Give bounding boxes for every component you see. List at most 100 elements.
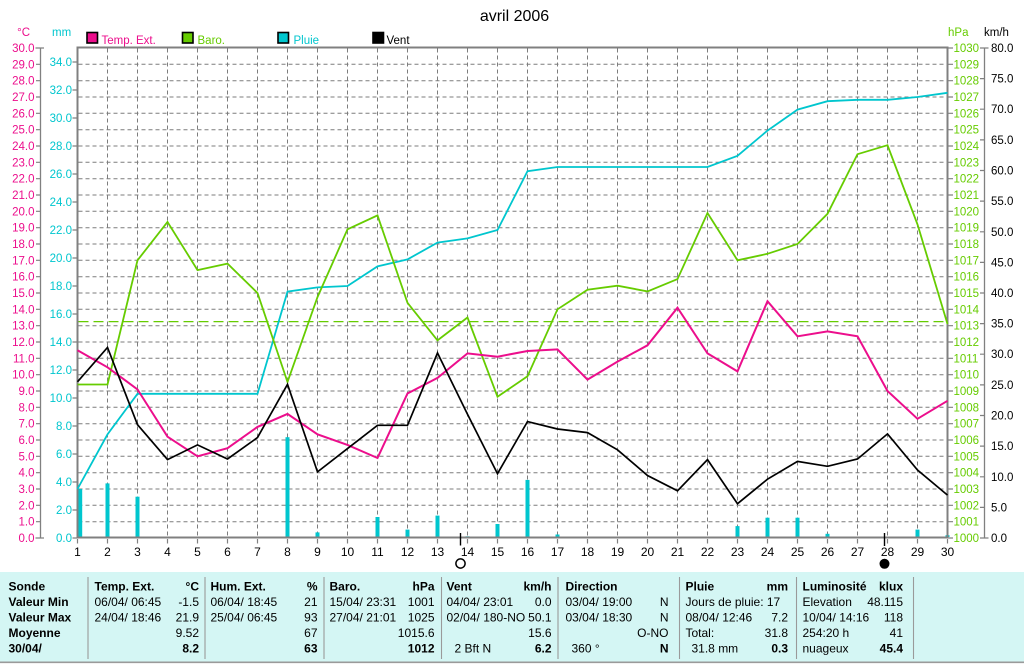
svg-text:14: 14: [461, 545, 475, 559]
svg-text:75.0: 75.0: [991, 74, 1013, 86]
svg-text:1026: 1026: [954, 108, 980, 120]
svg-text:klux: klux: [879, 580, 903, 594]
svg-text:18.0: 18.0: [50, 281, 72, 293]
svg-text:N: N: [660, 595, 669, 609]
svg-text:0.0: 0.0: [56, 533, 72, 545]
svg-text:35.0: 35.0: [991, 319, 1013, 331]
svg-text:26: 26: [821, 545, 835, 559]
svg-text:9.52: 9.52: [176, 626, 200, 640]
svg-text:15.0: 15.0: [12, 288, 34, 300]
svg-text:Direction: Direction: [566, 580, 618, 594]
svg-text:1012: 1012: [408, 642, 435, 656]
svg-text:1030: 1030: [954, 43, 980, 55]
svg-text:Vent: Vent: [387, 35, 411, 47]
svg-text:360 °: 360 °: [572, 642, 600, 656]
svg-text:30: 30: [941, 545, 955, 559]
svg-text:30.0: 30.0: [50, 113, 72, 125]
svg-text:Hum. Ext.: Hum. Ext.: [211, 580, 266, 594]
svg-text:26.0: 26.0: [12, 108, 34, 120]
svg-text:2 Bft N: 2 Bft N: [455, 642, 492, 656]
svg-text:4.0: 4.0: [19, 468, 35, 480]
svg-text:5.0: 5.0: [991, 502, 1007, 514]
svg-text:10: 10: [341, 545, 355, 559]
svg-text:12.0: 12.0: [12, 337, 34, 349]
svg-text:17: 17: [551, 545, 565, 559]
svg-text:Sonde: Sonde: [9, 580, 46, 594]
svg-text:Baro.: Baro.: [198, 35, 226, 47]
svg-text:06/04/ 18:45: 06/04/ 18:45: [211, 595, 278, 609]
svg-text:27/04/ 21:01: 27/04/ 21:01: [330, 611, 397, 625]
svg-text:Valeur Max: Valeur Max: [9, 611, 72, 625]
svg-text:4: 4: [164, 545, 171, 559]
svg-text:13.0: 13.0: [12, 321, 34, 333]
svg-text:19.0: 19.0: [12, 223, 34, 235]
svg-text:21: 21: [671, 545, 685, 559]
svg-text:22: 22: [701, 545, 715, 559]
svg-text:O-NO: O-NO: [637, 626, 668, 640]
svg-text:03/04/ 18:30: 03/04/ 18:30: [566, 611, 633, 625]
svg-text:17.0: 17.0: [12, 255, 34, 267]
svg-text:8: 8: [284, 545, 291, 559]
svg-text:1001: 1001: [954, 517, 980, 529]
svg-text:1021: 1021: [954, 190, 980, 202]
svg-text:93: 93: [304, 611, 318, 625]
svg-text:10/04/ 14:16: 10/04/ 14:16: [803, 611, 870, 625]
svg-text:22.0: 22.0: [12, 174, 34, 186]
svg-text:0.3: 0.3: [771, 642, 788, 656]
svg-text:15/04/ 23:31: 15/04/ 23:31: [330, 595, 397, 609]
svg-text:63: 63: [304, 642, 318, 656]
svg-text:34.0: 34.0: [50, 57, 72, 69]
svg-text:2.0: 2.0: [19, 500, 35, 512]
svg-text:04/04/ 23:01: 04/04/ 23:01: [447, 595, 514, 609]
svg-text:7.0: 7.0: [19, 419, 35, 431]
svg-text:11.0: 11.0: [13, 353, 35, 365]
svg-text:1014: 1014: [954, 304, 980, 316]
svg-text:1025: 1025: [408, 611, 435, 625]
svg-text:8.2: 8.2: [182, 642, 199, 656]
svg-text:1023: 1023: [954, 157, 980, 169]
svg-text:1007: 1007: [954, 419, 980, 431]
svg-text:20.0: 20.0: [50, 253, 72, 265]
svg-text:Pluie: Pluie: [686, 580, 715, 594]
svg-text:Temp. Ext.: Temp. Ext.: [95, 580, 155, 594]
svg-text:5.0: 5.0: [19, 451, 35, 463]
svg-text:mm: mm: [52, 27, 71, 39]
svg-text:3: 3: [134, 545, 141, 559]
svg-text:1006: 1006: [954, 435, 980, 447]
svg-text:20.0: 20.0: [12, 206, 34, 218]
svg-text:%: %: [307, 580, 318, 594]
svg-text:21.9: 21.9: [176, 611, 200, 625]
svg-text:03/04/ 19:00: 03/04/ 19:00: [566, 595, 633, 609]
svg-text:31.8: 31.8: [765, 626, 789, 640]
svg-text:25.0: 25.0: [12, 125, 34, 137]
svg-text:Pluie: Pluie: [294, 35, 320, 47]
svg-text:80.0: 80.0: [991, 43, 1013, 55]
svg-text:26.0: 26.0: [50, 169, 72, 181]
svg-text:27.0: 27.0: [12, 92, 34, 104]
svg-text:3.0: 3.0: [19, 484, 35, 496]
svg-text:6.0: 6.0: [56, 449, 72, 461]
svg-text:1017: 1017: [954, 255, 980, 267]
svg-text:1015.6: 1015.6: [398, 626, 435, 640]
svg-text:1015: 1015: [954, 288, 980, 300]
svg-text:1027: 1027: [954, 92, 980, 104]
svg-text:hPa: hPa: [412, 580, 434, 594]
svg-text:Luminosité: Luminosité: [803, 580, 867, 594]
svg-text:18: 18: [581, 545, 595, 559]
svg-text:8.0: 8.0: [56, 421, 72, 433]
svg-text:21.0: 21.0: [12, 190, 34, 202]
svg-text:km/h: km/h: [523, 580, 551, 594]
svg-text:Moyenne: Moyenne: [9, 626, 61, 640]
svg-text:Baro.: Baro.: [330, 580, 361, 594]
svg-text:15.0: 15.0: [991, 441, 1013, 453]
svg-text:60.0: 60.0: [991, 166, 1013, 178]
svg-text:1008: 1008: [954, 402, 980, 414]
svg-text:1: 1: [74, 545, 81, 559]
svg-text:Valeur Min: Valeur Min: [9, 595, 69, 609]
svg-text:50.1: 50.1: [528, 611, 552, 625]
svg-text:08/04/ 12:46: 08/04/ 12:46: [686, 611, 753, 625]
svg-text:14.0: 14.0: [50, 337, 72, 349]
svg-text:hPa: hPa: [948, 27, 969, 39]
svg-text:6.0: 6.0: [19, 435, 35, 447]
svg-text:10.0: 10.0: [50, 393, 72, 405]
